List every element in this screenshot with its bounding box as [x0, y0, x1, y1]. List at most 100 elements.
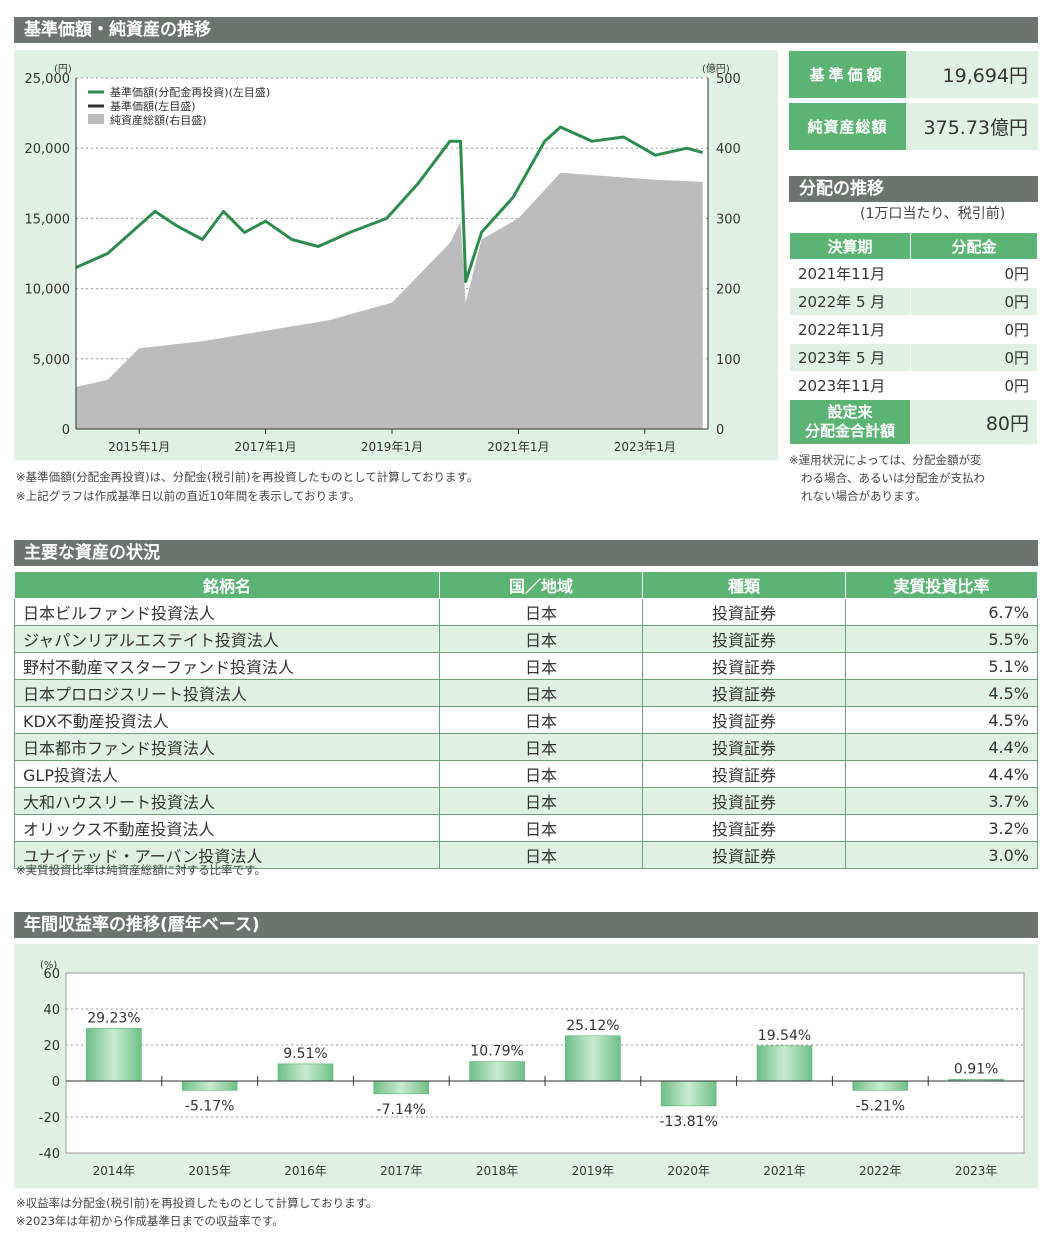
asset-country: 日本 [439, 814, 643, 842]
table-row: 2021年11月 0円 [789, 259, 1038, 288]
asset-country: 日本 [439, 841, 643, 869]
asset-ratio: 4.4% [845, 760, 1038, 788]
distribution-total-value: 80円 [910, 399, 1038, 445]
dist-period: 2023年11月 [789, 371, 911, 400]
x-tick-label: 2023年1月 [614, 440, 676, 454]
return-bar [756, 1045, 813, 1082]
asset-type: 投資証券 [642, 625, 846, 653]
y-tick: -40 [39, 1147, 60, 1162]
y-tick: 0 [52, 1075, 60, 1090]
bar-value-label: -13.81% [659, 1114, 717, 1130]
asset-name: ユナイテッド・アーバン投資法人 [14, 841, 440, 869]
asset-name: 野村不動産マスターファンド投資法人 [14, 652, 440, 680]
x-category-label: 2020年 [667, 1164, 710, 1178]
asset-name: オリックス不動産投資法人 [14, 814, 440, 842]
table-row: 2022年11月 0円 [789, 315, 1038, 344]
x-category-label: 2021年 [763, 1164, 806, 1178]
returns-chart: 60 40 20 0 -20 -40 (%) 29.23% 2014年 -5.17% 2015年 9.… [39, 960, 1025, 1178]
asset-type: 投資証券 [642, 598, 846, 626]
y-tick-right: 100 [716, 353, 741, 368]
table-row: オリックス不動産投資法人 日本 投資証券 3.2% [14, 814, 1038, 842]
net-assets-area [76, 172, 703, 430]
section-header-returns: 年間収益率の推移(暦年ベース) [14, 912, 1038, 938]
dist-period: 2022年 5 月 [789, 287, 911, 316]
section-header-nav: 基準価額・純資産の推移 [14, 17, 1038, 43]
asset-type: 投資証券 [642, 706, 846, 734]
y-tick-left: 25,000 [25, 72, 71, 87]
bar-value-label: -5.21% [856, 1098, 906, 1114]
return-bar [565, 1035, 621, 1082]
section-header-assets: 主要な資産の状況 [14, 540, 1038, 566]
y-unit: (%) [40, 960, 57, 971]
asset-type: 投資証券 [642, 652, 846, 680]
dist-period: 2022年11月 [789, 315, 911, 344]
right-unit: (億円) [702, 62, 730, 75]
asset-ratio: 3.7% [845, 787, 1038, 815]
table-row: 日本都市ファンド投資法人 日本 投資証券 4.4% [14, 733, 1038, 761]
dist-header-amount: 分配金 [910, 232, 1038, 260]
y-tick-right: 0 [716, 423, 724, 438]
table-row: 日本プロロジスリート投資法人 日本 投資証券 4.5% [14, 679, 1038, 707]
y-tick: -20 [39, 1111, 60, 1126]
table-row: ユナイテッド・アーバン投資法人 日本 投資証券 3.0% [14, 841, 1038, 869]
x-category-label: 2017年 [380, 1164, 423, 1178]
dist-amount: 0円 [910, 287, 1038, 316]
asset-country: 日本 [439, 679, 643, 707]
asset-ratio: 4.4% [845, 733, 1038, 761]
x-category-label: 2018年 [476, 1164, 519, 1178]
asset-ratio: 6.7% [845, 598, 1038, 626]
bar-value-label: -5.17% [185, 1098, 235, 1114]
y-tick-left: 0 [62, 423, 70, 438]
assets-summary: 純資産総額 375.73億円 [789, 103, 1038, 150]
dist-period: 2023年 5 月 [789, 343, 911, 372]
asset-country: 日本 [439, 787, 643, 815]
legend-label: 基準価額(分配金再投資)(左目盛) [110, 85, 270, 99]
asset-ratio: 5.1% [845, 652, 1038, 680]
dist-amount: 0円 [910, 315, 1038, 344]
bar-value-label: 25.12% [566, 1018, 619, 1034]
y-tick-right: 500 [716, 72, 741, 87]
table-row: 大和ハウスリート投資法人 日本 投資証券 3.7% [14, 787, 1038, 815]
dist-header-period: 決算期 [789, 232, 911, 260]
asset-country: 日本 [439, 706, 643, 734]
total-label-line1: 設定来 [827, 403, 873, 421]
nav-chart-panel: 0 5,000 10,000 15,000 20,000 25,000 0 100 200 300… [14, 50, 778, 460]
left-unit: (円) [54, 64, 72, 75]
y-tick-right: 300 [716, 212, 741, 227]
asset-type: 投資証券 [642, 733, 846, 761]
x-category-label: 2019年 [572, 1164, 615, 1178]
asset-type: 投資証券 [642, 841, 846, 869]
distribution-total-row: 設定来 分配金合計額 80円 [789, 399, 1038, 445]
table-row: 日本ビルファンド投資法人 日本 投資証券 6.7% [14, 598, 1038, 626]
legend-swatch [88, 114, 104, 124]
asset-country: 日本 [439, 733, 643, 761]
legend-label: 基準価額(左目盛) [110, 99, 196, 113]
returns-note-2: ※2023年は年初から作成基準日までの収益率です。 [16, 1214, 284, 1228]
nav-chart: 0 5,000 10,000 15,000 20,000 25,000 0 100 200 300… [25, 62, 741, 454]
asset-type: 投資証券 [642, 787, 846, 815]
asset-ratio: 4.5% [845, 679, 1038, 707]
y-tick-right: 400 [716, 142, 741, 157]
y-tick-left: 15,000 [25, 212, 71, 227]
asset-name: 日本ビルファンド投資法人 [14, 598, 440, 626]
asset-name: 日本都市ファンド投資法人 [14, 733, 440, 761]
return-bar [852, 1080, 909, 1091]
nav-value: 19,694円 [906, 51, 1038, 98]
distribution-note-2: わる場合、あるいは分配金が支払わ [801, 471, 985, 485]
distribution-unit-note: (1万口当たり、税引前) [860, 206, 1006, 222]
nav-line [75, 125, 704, 284]
return-bar [373, 1080, 430, 1095]
x-category-label: 2016年 [284, 1164, 327, 1178]
bar-value-label: 29.23% [87, 1010, 140, 1026]
table-row: 2023年 5 月 0円 [789, 343, 1038, 372]
asset-type: 投資証券 [642, 679, 846, 707]
asset-country: 日本 [439, 625, 643, 653]
nav-label: 基準価額 [789, 51, 906, 98]
return-bar [181, 1080, 238, 1091]
x-tick-label: 2017年1月 [235, 440, 297, 454]
table-row: KDX不動産投資法人 日本 投資証券 4.5% [14, 706, 1038, 734]
y-tick: 60 [43, 967, 60, 982]
asset-type: 投資証券 [642, 814, 846, 842]
assets-note: ※実質投資比率は純資産総額に対する比率です。 [16, 863, 266, 877]
dist-period: 2021年11月 [789, 259, 911, 288]
